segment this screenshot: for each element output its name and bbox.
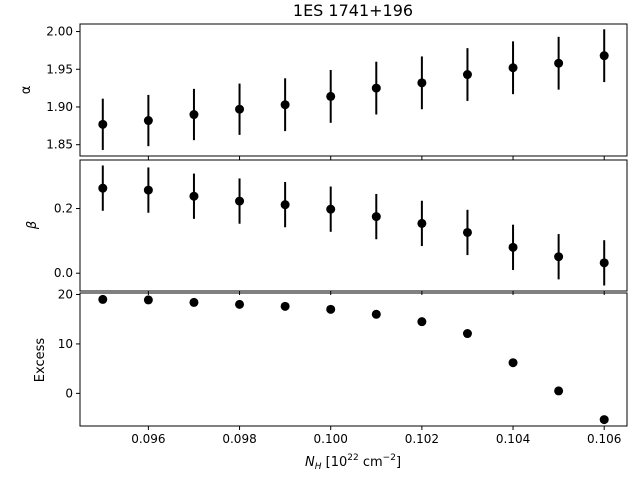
- panel-excess-frame: [79, 292, 628, 427]
- data-point-beta: [508, 242, 518, 252]
- data-point-alpha: [280, 100, 290, 110]
- panel-beta-ylabel: β: [25, 221, 40, 230]
- x-axis-label-close: ]: [396, 455, 401, 470]
- x-tick-label: 0.102: [405, 432, 439, 446]
- data-point-alpha: [98, 119, 108, 129]
- data-point-alpha: [235, 104, 245, 114]
- data-point-excess: [554, 386, 564, 396]
- data-point-beta: [143, 185, 153, 195]
- x-axis-label-unit: cm: [359, 455, 383, 470]
- data-point-excess: [280, 301, 290, 311]
- panel-beta-frame: [79, 159, 628, 292]
- panel-beta-marks: [98, 165, 609, 286]
- data-point-excess: [508, 358, 518, 368]
- panel-beta-ticks: 0.0 0.2: [54, 202, 605, 295]
- panel-alpha-ylabel: α: [19, 86, 34, 95]
- panel-excess-ticks: 0 10 20: [58, 287, 605, 430]
- x-axis-label-symbol: N: [305, 455, 315, 470]
- data-point-alpha: [371, 83, 381, 93]
- data-point-alpha: [143, 116, 153, 126]
- panel-excess-ylabel: Excess: [33, 338, 48, 383]
- data-point-alpha: [189, 110, 199, 120]
- x-axis-label-unit-exponent: −2: [383, 453, 396, 463]
- panel-beta: 0.0 0.2 β: [25, 159, 628, 295]
- x-tick-label: 0.098: [222, 432, 256, 446]
- y-tick-label-beta: 0.0: [54, 266, 73, 280]
- y-tick-label-excess: 10: [58, 337, 73, 351]
- data-point-alpha: [554, 58, 564, 68]
- data-point-alpha: [326, 91, 336, 101]
- data-point-excess: [326, 304, 336, 314]
- data-point-alpha: [599, 51, 609, 61]
- x-axis-label-prefix: [10: [322, 455, 348, 470]
- data-point-beta: [326, 204, 336, 214]
- y-tick-label-alpha: 1.85: [46, 138, 73, 152]
- data-point-beta: [98, 183, 108, 193]
- x-tick-label: 0.100: [314, 432, 348, 446]
- x-tick-label: 0.096: [131, 432, 165, 446]
- data-point-alpha: [508, 63, 518, 73]
- data-point-excess: [371, 309, 381, 319]
- data-point-beta: [235, 196, 245, 206]
- data-point-beta: [554, 252, 564, 262]
- x-tick-label: 0.106: [587, 432, 621, 446]
- data-point-excess: [417, 317, 427, 327]
- data-point-beta: [371, 212, 381, 222]
- data-point-alpha: [462, 70, 472, 80]
- panel-alpha-frame: [79, 23, 628, 157]
- data-point-excess: [143, 295, 153, 305]
- panel-alpha-marks: [98, 29, 609, 150]
- data-point-excess: [599, 415, 609, 425]
- data-point-alpha: [417, 78, 427, 88]
- panel-alpha: 1.85 1.90 1.95 2.00 α: [19, 23, 628, 160]
- panel-alpha-ticks: 1.85 1.90 1.95 2.00: [46, 25, 605, 160]
- y-tick-label-excess: 0: [65, 386, 73, 400]
- chart-title: 1ES 1741+196: [293, 1, 413, 20]
- x-axis-label: NH [1022 cm−2]: [305, 453, 401, 472]
- x-axis-label-subscript: H: [315, 462, 322, 472]
- data-point-excess: [235, 299, 245, 309]
- data-point-beta: [280, 200, 290, 210]
- y-tick-label-alpha: 2.00: [46, 25, 73, 39]
- x-axis-label-exponent: 22: [347, 453, 358, 463]
- x-axis-ticks: 0.096 0.098 0.100 0.102 0.104 0.106: [131, 432, 621, 446]
- y-tick-label-beta: 0.2: [54, 202, 73, 216]
- data-point-beta: [189, 191, 199, 201]
- panel-excess: 0 10 20 Excess: [33, 287, 628, 430]
- data-point-excess: [98, 294, 108, 304]
- data-point-beta: [417, 218, 427, 228]
- y-tick-label-alpha: 1.95: [46, 62, 73, 76]
- data-point-beta: [462, 227, 472, 237]
- data-point-beta: [599, 258, 609, 268]
- y-tick-label-excess: 20: [58, 287, 73, 301]
- panel-excess-marks: [98, 294, 609, 425]
- data-point-excess: [462, 329, 472, 339]
- x-tick-label: 0.104: [496, 432, 530, 446]
- y-tick-label-alpha: 1.90: [46, 100, 73, 114]
- data-point-excess: [189, 297, 199, 307]
